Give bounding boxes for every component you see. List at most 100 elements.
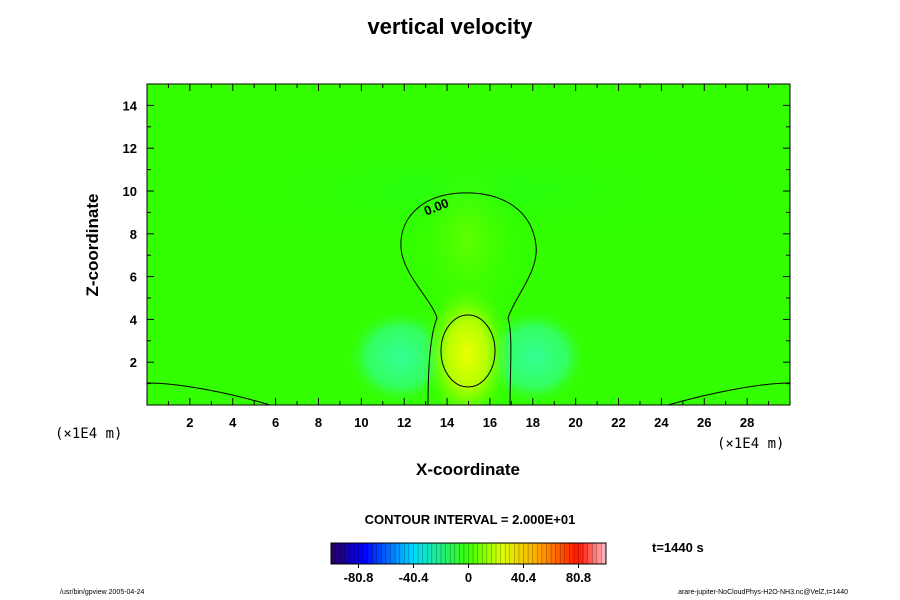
y-axis-ticks: 2 4 6 8 10 12 14 <box>123 98 790 385</box>
colorbar-segment <box>335 543 341 564</box>
y-tick-label: 12 <box>123 141 137 156</box>
x-tick-label: 18 <box>526 415 540 430</box>
colorbar-segment <box>381 543 387 564</box>
colorbar-segment <box>486 543 492 564</box>
x-tick-label: 24 <box>654 415 669 430</box>
colorbar-segment <box>569 543 575 564</box>
colorbar-segment <box>528 543 534 564</box>
colorbar-segment <box>587 543 593 564</box>
y-tick-label: 8 <box>130 227 137 242</box>
time-label: t=1440 s <box>652 540 704 555</box>
colorbar-segment <box>601 543 607 564</box>
y-tick-label: 10 <box>123 184 137 199</box>
chart-title: vertical velocity <box>367 14 533 39</box>
footer-left: /usr/bin/gpview 2005-04-24 <box>60 589 145 596</box>
x-tick-label: 14 <box>440 415 455 430</box>
colorbar-segment <box>372 543 378 564</box>
y-tick-label: 4 <box>130 312 138 327</box>
colorbar-segment <box>418 543 424 564</box>
x-tick-label: 6 <box>272 415 279 430</box>
x-tick-label: 2 <box>186 415 193 430</box>
colorbar-segment <box>404 543 410 564</box>
colorbar-tick-label: 80.8 <box>566 570 591 585</box>
zero-contour-plume <box>400 192 537 405</box>
y-tick-label: 14 <box>123 98 138 113</box>
footer-right: arare-jupiter-NoCloudPhys-H2O-NH3.nc@Vel… <box>678 589 848 596</box>
colorbar-segment <box>514 543 520 564</box>
colorbar-segment <box>340 543 346 564</box>
colorbar-segment <box>560 543 566 564</box>
colorbar-segment <box>436 543 442 564</box>
colorbar-segment <box>431 543 437 564</box>
colorbar-segment <box>546 543 552 564</box>
x-tick-label: 4 <box>229 415 237 430</box>
colorbar-segment <box>596 543 602 564</box>
x-axis-ticks: 2 4 6 8 10 12 14 16 18 20 22 24 26 28 <box>167 84 770 430</box>
colorbar-segment <box>395 543 401 564</box>
colorbar-segment <box>413 543 419 564</box>
x-axis-label: X-coordinate <box>416 460 520 479</box>
x-tick-label: 22 <box>611 415 625 430</box>
colorbar-segment <box>482 543 488 564</box>
zero-contour-right-corner <box>667 382 790 405</box>
colorbar-segment <box>454 543 460 564</box>
colorbar-segment <box>390 543 396 564</box>
colorbar-segment <box>399 543 405 564</box>
y-tick-label: 6 <box>130 270 137 285</box>
colorbar-segment <box>491 543 497 564</box>
contour-interval-text: CONTOUR INTERVAL = 2.000E+01 <box>364 512 576 527</box>
x-axis-unit: (×1E4 m) <box>717 436 785 452</box>
colorbar-segment <box>441 543 447 564</box>
x-tick-label: 26 <box>697 415 711 430</box>
colorbar-segment <box>468 543 474 564</box>
colorbar-tick-label: 0 <box>465 570 472 585</box>
colorbar-segment <box>505 543 511 564</box>
colorbar-segment <box>459 543 465 564</box>
colorbar-segment <box>353 543 359 564</box>
colorbar-segment <box>450 543 456 564</box>
colorbar-segment <box>551 543 557 564</box>
colorbar-segment <box>473 543 479 564</box>
colorbar-segment <box>363 543 369 564</box>
colorbar-segment <box>583 543 589 564</box>
updraft-core-contour <box>440 314 496 388</box>
x-tick-label: 10 <box>354 415 368 430</box>
colorbar-segment <box>532 543 538 564</box>
colorbar-segment <box>496 543 502 564</box>
colorbar-tick-label: -40.4 <box>399 570 429 585</box>
colorbar-segment <box>592 543 598 564</box>
colorbar-tick-label: 40.4 <box>511 570 537 585</box>
colorbar-segment <box>367 543 373 564</box>
colorbar-segment <box>358 543 364 564</box>
colorbar-segment <box>500 543 506 564</box>
x-tick-label: 8 <box>315 415 322 430</box>
colorbar-segment <box>445 543 451 564</box>
x-tick-label: 28 <box>740 415 754 430</box>
colorbar-segment <box>477 543 483 564</box>
colorbar-segment <box>573 543 579 564</box>
colorbar-segment <box>463 543 469 564</box>
updraft-core-region <box>147 84 790 405</box>
colorbar-segment <box>564 543 570 564</box>
colorbar-segment <box>331 543 337 564</box>
colorbar-segment <box>408 543 414 564</box>
colorbar-segment <box>349 543 355 564</box>
x-tick-label: 20 <box>568 415 582 430</box>
colorbar-tick-label: -80.8 <box>344 570 374 585</box>
colorbar-segment <box>555 543 561 564</box>
colorbar-segment <box>509 543 515 564</box>
colorbar-segment <box>518 543 524 564</box>
colorbar-segment <box>386 543 392 564</box>
colorbar <box>330 542 607 565</box>
colorbar-ticks: -80.8 -40.4 0 40.4 80.8 <box>344 564 591 585</box>
colorbar-segment <box>427 543 433 564</box>
colorbar-segment <box>344 543 350 564</box>
colorbar-segment <box>422 543 428 564</box>
colorbar-segment <box>537 543 543 564</box>
colorbar-segment <box>578 543 584 564</box>
colorbar-segment <box>376 543 382 564</box>
y-tick-label: 2 <box>130 355 137 370</box>
colorbar-segment <box>541 543 547 564</box>
x-tick-label: 12 <box>397 415 411 430</box>
